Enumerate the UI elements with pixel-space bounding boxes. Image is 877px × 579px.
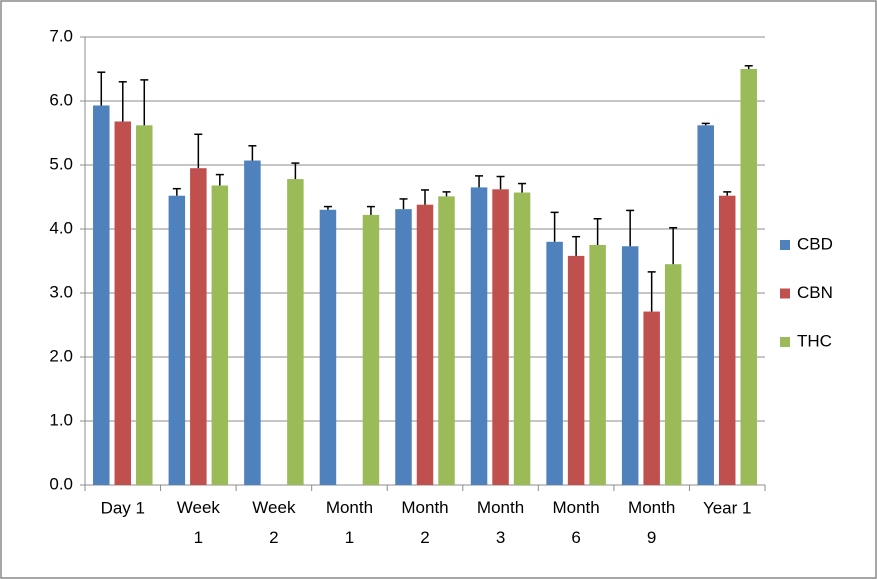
y-tick-label: 2.0 [49,346,73,365]
bar [395,209,412,485]
bar [697,125,714,485]
bar [168,195,186,485]
bar [362,214,380,486]
error-bar [723,191,732,196]
x-tick-label: Week 1 [177,498,221,547]
y-tick-label: 7.0 [49,26,73,45]
error-bar [248,145,257,161]
x-tick-label: Week 2 [252,498,296,547]
bar [643,311,660,485]
error-bar [626,209,635,247]
bar [438,196,455,486]
legend-label: CBD [797,234,833,253]
bar [513,192,531,485]
error-bar [215,173,224,186]
bar [718,195,736,485]
error-bar [442,191,451,197]
error-bar [291,162,300,180]
legend-label: CBN [797,283,833,302]
error-bar [701,122,710,126]
legend-swatch [780,240,790,250]
y-tick-label: 4.0 [49,218,73,237]
bar [114,121,132,485]
y-tick-label: 5.0 [49,154,73,173]
error-bar [572,235,581,256]
x-tick-label: Year 1 [703,498,752,517]
legend-swatch [780,337,790,347]
y-tick-label: 6.0 [49,90,73,109]
y-tick-label: 0.0 [49,474,73,493]
error-bar [421,189,429,205]
bar [664,264,682,485]
bar [567,255,585,485]
bar [470,187,488,485]
y-tick-label: 1.0 [49,410,73,429]
x-tick-label: Month 2 [401,498,448,547]
error-bar [669,226,678,265]
y-tick-label: 3.0 [49,282,73,301]
x-tick-label: Month 3 [477,498,524,547]
error-bar [744,65,753,69]
bar [546,241,563,485]
error-bar [366,205,375,215]
error-bar [518,182,527,193]
x-tick-label: Day 1 [101,498,145,517]
error-bar [118,81,127,122]
error-bar [97,71,106,106]
error-bar [399,198,408,210]
bar [136,125,153,485]
bar [416,204,434,485]
bar [244,160,261,485]
bar [492,189,509,485]
bar [589,245,606,485]
bar [287,179,304,485]
x-tick-label: Month 1 [326,498,373,547]
error-bar [550,211,559,242]
x-tick-label: Month 6 [552,498,599,547]
bar [621,246,639,485]
error-bar [496,175,505,190]
bar [740,69,757,485]
bar [190,168,207,485]
x-tick-label: Month 9 [628,498,675,547]
error-bar [194,133,203,169]
error-bar [323,205,332,210]
error-bar [647,271,656,312]
legend-swatch [780,288,790,299]
bar [319,209,337,486]
error-bar [140,79,149,126]
error-bar [593,218,602,245]
error-bar [172,187,181,196]
legend-label: THC [797,331,832,350]
bar [93,105,110,485]
error-bar [475,175,484,188]
bar [211,185,229,486]
